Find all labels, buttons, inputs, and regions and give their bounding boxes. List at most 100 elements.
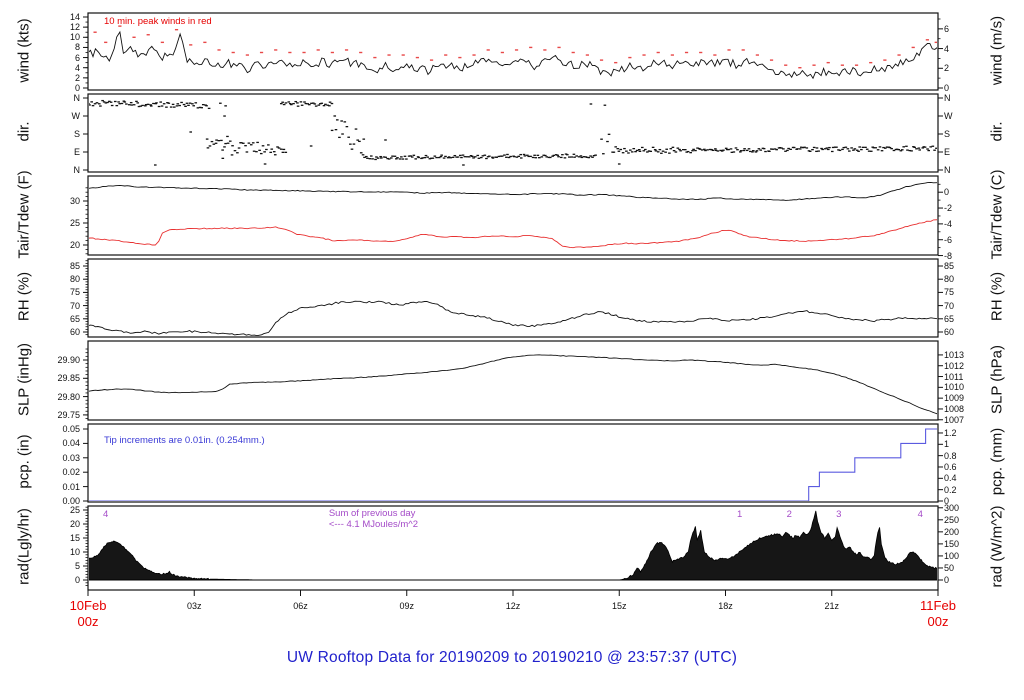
peak-wind-mark	[826, 61, 830, 64]
dir-mark	[379, 157, 383, 159]
dir-mark	[495, 156, 498, 158]
dir-mark	[708, 148, 712, 151]
dir-mark	[644, 148, 647, 151]
peak-wind-mark	[472, 54, 476, 56]
dir-mark	[89, 102, 90, 105]
dir-mark	[149, 104, 152, 106]
peak-wind-mark	[486, 49, 490, 51]
dir-mark	[792, 146, 796, 149]
dir-mark	[189, 131, 193, 133]
left-tick-label-tair: 20	[69, 240, 80, 250]
dir-mark	[563, 157, 567, 159]
right-tick-label-slp: 1008	[944, 403, 965, 414]
peak-wind-mark	[174, 28, 179, 31]
dir-mark	[215, 139, 218, 141]
dir-mark	[519, 153, 523, 156]
dir-mark	[223, 115, 226, 117]
dir-mark	[710, 148, 713, 151]
left-tick-label-slp: 29.85	[57, 373, 80, 384]
dir-mark	[815, 150, 818, 153]
dir-mark	[612, 151, 616, 153]
dir-mark	[256, 141, 259, 144]
dir-mark	[724, 147, 728, 149]
peak-wind-mark	[741, 49, 745, 51]
dir-mark	[654, 150, 658, 152]
right-tick-label-slp: 1013	[944, 349, 965, 360]
dir-mark	[455, 156, 458, 158]
right-tick-label-rad: 250	[944, 514, 960, 525]
dir-mark	[629, 149, 632, 151]
dir-mark	[444, 155, 447, 158]
dir-mark	[155, 102, 158, 104]
dir-mark	[296, 102, 299, 104]
dir-mark	[369, 155, 373, 157]
dir-mark	[306, 103, 310, 105]
dir-mark	[330, 129, 334, 132]
dir-mark	[531, 156, 535, 159]
dir-mark	[304, 102, 308, 105]
x-tick-label-09z: 09z	[399, 601, 414, 611]
dir-mark	[214, 142, 218, 144]
right-tick-label-rad: 100	[944, 550, 960, 561]
dir-mark	[365, 155, 368, 158]
peak-wind-mark	[160, 41, 164, 44]
pcp-step-line	[89, 428, 937, 501]
dir-mark	[113, 100, 117, 103]
dir-mark	[263, 151, 266, 153]
dir-mark	[614, 146, 618, 148]
dir-mark	[384, 139, 387, 141]
dir-mark	[437, 156, 441, 159]
dir-mark	[303, 101, 306, 103]
dir-mark	[672, 149, 676, 152]
right-tick-label-rh: 60	[944, 327, 955, 337]
dir-mark	[476, 154, 480, 157]
dir-mark	[314, 105, 318, 107]
dir-mark	[651, 146, 655, 149]
dir-mark	[449, 157, 453, 159]
peak-wind-mark	[883, 59, 887, 61]
left-tick-label-dir: E	[73, 147, 80, 157]
dir-mark	[681, 149, 685, 151]
peak-wind-mark	[599, 59, 604, 61]
rad-hour-sum-4: 4	[917, 509, 923, 520]
dir-mark	[617, 163, 621, 165]
dir-mark	[895, 148, 899, 150]
dir-mark	[123, 101, 127, 103]
dir-mark	[354, 128, 358, 130]
dir-mark	[451, 156, 455, 158]
dir-mark	[526, 154, 529, 156]
x-tick-label-03z: 03z	[186, 601, 202, 611]
series-line-tair-f-	[89, 181, 937, 201]
dir-mark	[326, 104, 329, 106]
peak-wind-mark	[302, 51, 306, 54]
peak-wind-mark	[316, 49, 320, 51]
dir-mark	[279, 102, 283, 105]
right-tick-label-dir: E	[944, 147, 951, 157]
dir-mark	[812, 146, 816, 149]
dir-mark	[668, 152, 671, 154]
left-tick-label-wind: 8	[74, 42, 80, 53]
dir-mark	[185, 102, 189, 104]
left-tick-label-rh: 60	[69, 327, 80, 337]
peak-wind-mark	[585, 54, 589, 56]
dir-mark	[704, 149, 707, 152]
left-tick-label-pcp: 0.00	[62, 496, 80, 506]
dir-mark	[481, 155, 485, 157]
left-tick-label-pcp: 0.03	[62, 452, 80, 463]
dir-mark	[853, 148, 857, 150]
dir-mark	[674, 151, 678, 153]
dir-mark	[865, 148, 869, 150]
dir-mark	[551, 155, 554, 157]
right-tick-label-pcp: 0.6	[944, 461, 957, 472]
dir-mark	[284, 102, 288, 104]
dir-mark	[208, 145, 212, 147]
dir-mark	[858, 146, 861, 148]
dir-mark	[259, 152, 263, 155]
dir-mark	[352, 143, 356, 145]
dir-mark	[219, 102, 222, 104]
rad-area	[89, 510, 937, 581]
dir-mark	[917, 147, 921, 149]
dir-mark	[221, 157, 225, 159]
